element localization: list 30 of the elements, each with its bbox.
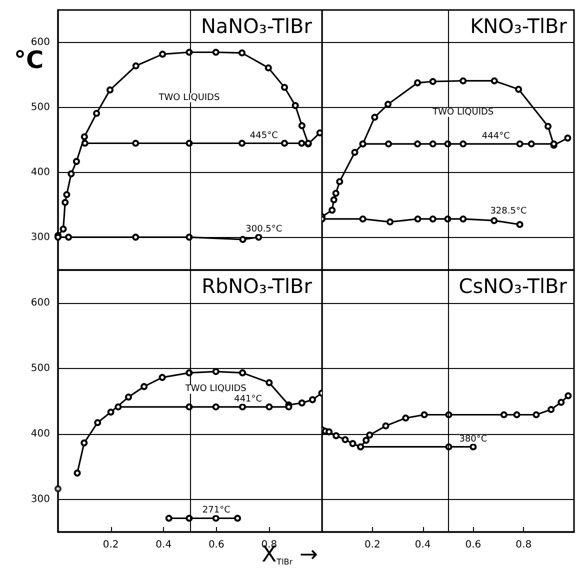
annotation: 380°C — [459, 434, 488, 444]
chart-title: KNO₃-TlBr — [470, 14, 568, 38]
annotation: 328.5°C — [490, 206, 527, 216]
y-axis-title: °C — [14, 46, 44, 74]
y-tick-label: 500 — [30, 362, 50, 374]
annotation: 445°C — [250, 130, 278, 141]
annotation: 300.5°C — [246, 224, 282, 235]
y-tick-label: 300 — [30, 232, 50, 243]
annotation: 271°C — [202, 506, 230, 516]
x-tick-label: 0.6 — [465, 540, 482, 550]
y-tick-label: 600 — [30, 297, 50, 308]
annotation: 444°C — [482, 131, 510, 142]
x-tick-label: 0.6 — [208, 540, 224, 550]
y-tick-label: 400 — [30, 428, 50, 440]
x-tick-label: 0.2 — [102, 540, 119, 550]
y-tick-label: 600 — [30, 37, 50, 48]
x-tick-label: 0.8 — [516, 540, 532, 550]
annotation: 441°C — [234, 394, 262, 404]
annotation: TWO LIQUIDS — [432, 107, 494, 118]
x-tick-label: 0.2 — [364, 540, 380, 550]
x-tick-label: 0.4 — [156, 540, 172, 550]
chart-title: RbNO₃-TlBr — [202, 274, 313, 298]
y-tick-label: 300 — [30, 494, 50, 505]
chart-title: NaNO₃-TlBr — [200, 14, 313, 38]
y-tick-label: 400 — [30, 167, 50, 178]
annotation: TWO LIQUIDS — [158, 92, 220, 103]
annotation: TWO LIQUIDS — [184, 384, 247, 394]
chart-title: CsNO₃-TlBr — [458, 274, 568, 298]
y-tick-label: 500 — [30, 102, 50, 113]
x-tick-label: 0.4 — [414, 540, 431, 550]
